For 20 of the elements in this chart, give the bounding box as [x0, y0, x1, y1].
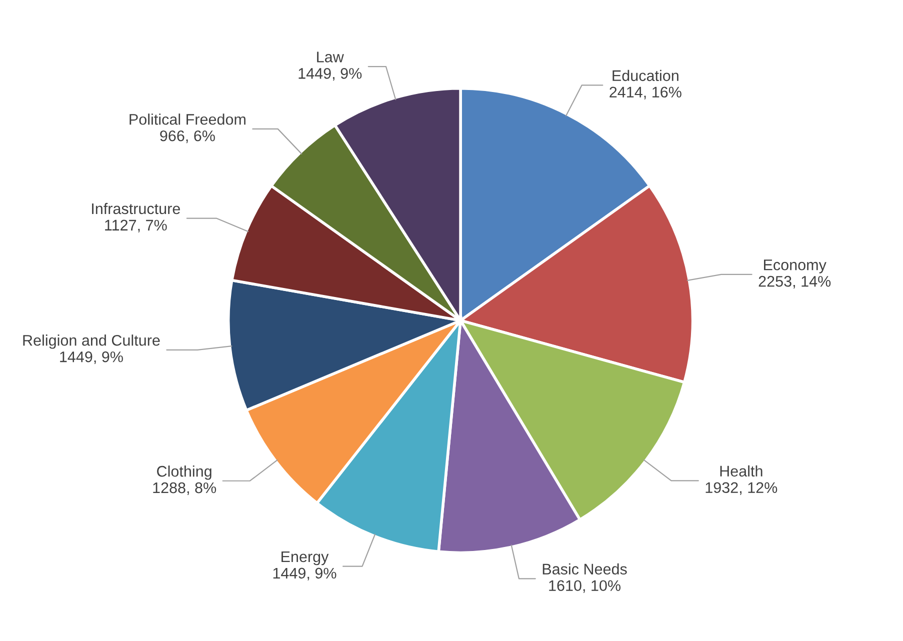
slice-label: Infrastructure	[92, 202, 180, 214]
data-label: 2253, 14%	[758, 276, 831, 289]
data-label: 1932, 12%	[706, 482, 778, 495]
data-label: 1127, 7%	[105, 220, 167, 232]
data-label: 966, 6%	[160, 130, 215, 144]
data-label: 1449, 9%	[273, 568, 336, 580]
slice-label: Basic Needs	[542, 563, 627, 575]
slice-label: Health	[720, 465, 762, 477]
data-label: 1449, 9%	[298, 68, 362, 81]
slice-label: Clothing	[157, 466, 212, 480]
slice-label: Energy	[282, 551, 329, 566]
slice-label: Political Freedom	[130, 114, 246, 125]
data-label: 1449, 9%	[60, 351, 123, 364]
slice-label: Religion and Culture	[23, 334, 160, 349]
slice-label: Education	[612, 70, 678, 82]
data-label: 1288, 8%	[153, 482, 216, 495]
slice-label: Law	[317, 52, 344, 62]
data-label: 1610, 10%	[549, 580, 620, 593]
data-label: 2414, 16%	[610, 86, 682, 100]
slice-label: Economy	[764, 260, 826, 274]
